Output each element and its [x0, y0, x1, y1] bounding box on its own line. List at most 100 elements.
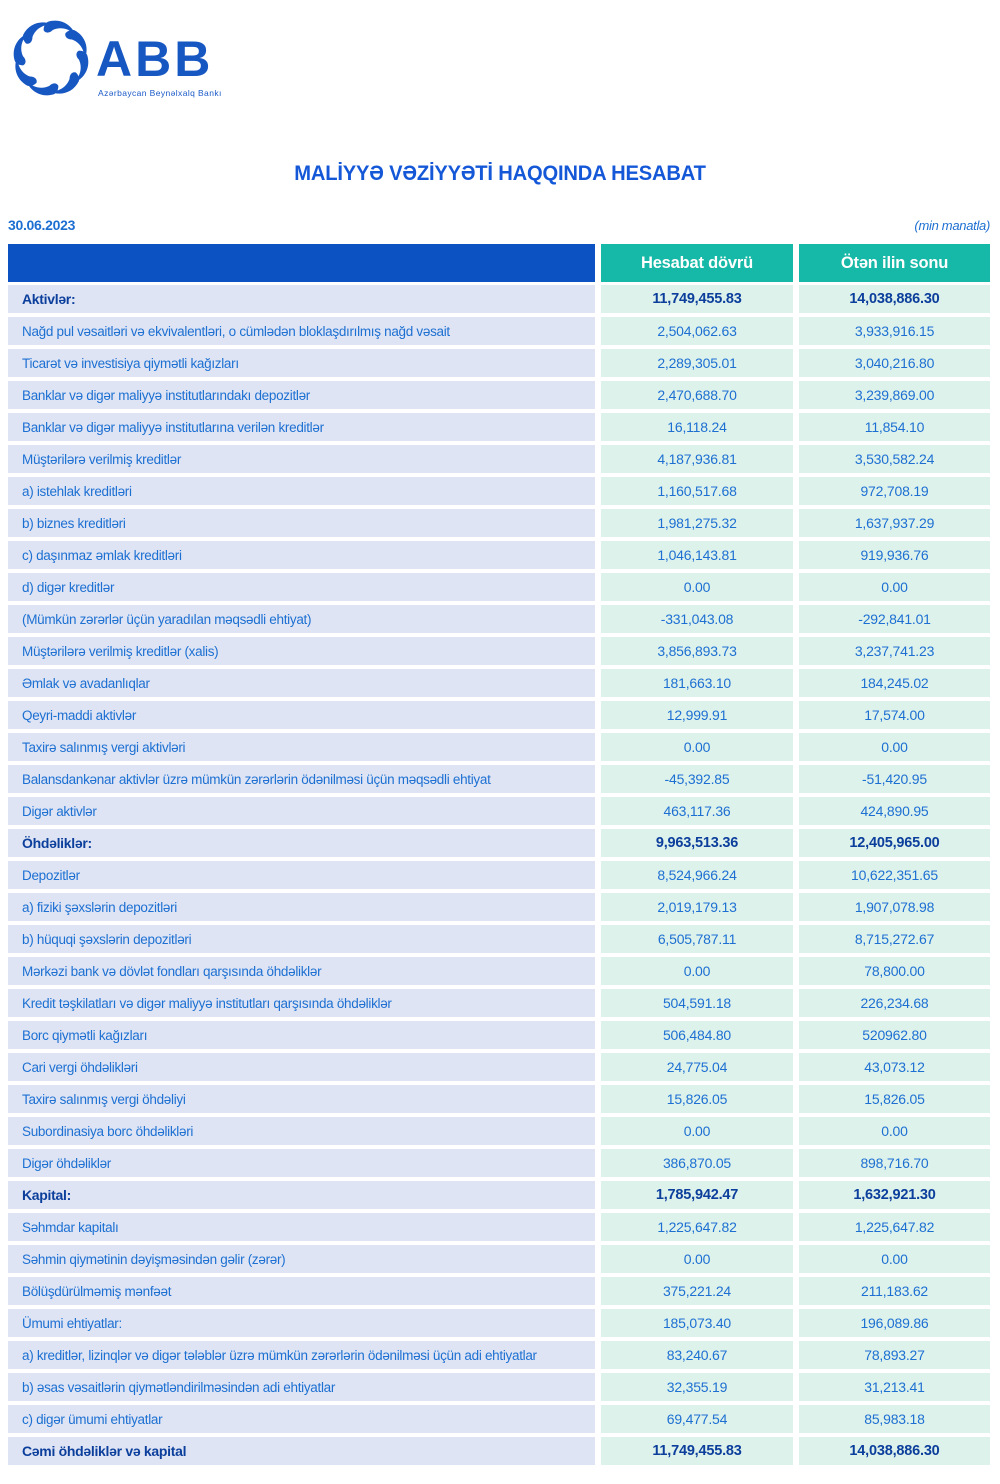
row-label: (Mümkün zərərlər üçün yaradılan məqsədli… — [8, 605, 595, 633]
row-previous-value: 78,800.00 — [799, 957, 990, 985]
row-current-value: 2,019,179.13 — [601, 893, 793, 921]
table-row: Taxirə salınmış vergi aktivləri 0.00 0.0… — [8, 733, 990, 761]
row-label: Qeyri-maddi aktivlər — [8, 701, 595, 729]
table-row: (Mümkün zərərlər üçün yaradılan məqsədli… — [8, 605, 990, 633]
table-row: b) hüquqi şəxslərin depozitləri 6,505,78… — [8, 925, 990, 953]
row-previous-value: 0.00 — [799, 733, 990, 761]
row-label: Balansdankənar aktivlər üzrə mümkün zərə… — [8, 765, 595, 793]
row-current-value: 8,524,966.24 — [601, 861, 793, 889]
row-label: c) daşınmaz əmlak kreditləri — [8, 541, 595, 569]
row-label: Kredit təşkilatları və digər maliyyə ins… — [8, 989, 595, 1017]
meta-row: 30.06.2023 (min manatla) — [8, 217, 990, 233]
row-label: Banklar və digər maliyyə institutlarında… — [8, 381, 595, 409]
table-row: d) digər kreditlər 0.00 0.00 — [8, 573, 990, 601]
row-previous-value: 3,040,216.80 — [799, 349, 990, 377]
row-previous-value: 972,708.19 — [799, 477, 990, 505]
table-row: Aktivlər: 11,749,455.83 14,038,886.30 — [8, 285, 990, 313]
row-current-value: 11,749,455.83 — [601, 1437, 793, 1465]
brand-name: ABB — [96, 31, 214, 87]
table-row: Depozitlər 8,524,966.24 10,622,351.65 — [8, 861, 990, 889]
table-row: b) biznes kreditləri 1,981,275.32 1,637,… — [8, 509, 990, 537]
table-header-row: Hesabat dövrü Ötən ilin sonu — [8, 244, 990, 282]
row-label: Taxirə salınmış vergi aktivləri — [8, 733, 595, 761]
column-header-current-period: Hesabat dövrü — [601, 244, 793, 282]
row-current-value: 0.00 — [601, 1117, 793, 1145]
row-previous-value: 3,239,869.00 — [799, 381, 990, 409]
unit-note: (min manatla) — [914, 218, 990, 233]
row-current-value: 0.00 — [601, 1245, 793, 1273]
brand-tagline: Azərbaycan Beynəlxalq Bankı — [98, 88, 222, 98]
row-previous-value: 196,089.86 — [799, 1309, 990, 1337]
row-previous-value: 12,405,965.00 — [799, 829, 990, 857]
row-previous-value: 0.00 — [799, 1117, 990, 1145]
row-previous-value: -292,841.01 — [799, 605, 990, 633]
table-row: Müştərilərə verilmiş kreditlər 4,187,936… — [8, 445, 990, 473]
row-current-value: 3,856,893.73 — [601, 637, 793, 665]
row-label: b) hüquqi şəxslərin depozitləri — [8, 925, 595, 953]
row-previous-value: 1,225,647.82 — [799, 1213, 990, 1241]
row-previous-value: 1,907,078.98 — [799, 893, 990, 921]
table-row: Kapital: 1,785,942.47 1,632,921.30 — [8, 1181, 990, 1209]
table-row: Səhmdar kapitalı 1,225,647.82 1,225,647.… — [8, 1213, 990, 1241]
table-row: Ümumi ehtiyatlar: 185,073.40 196,089.86 — [8, 1309, 990, 1337]
table-row: Banklar və digər maliyyə institutlarına … — [8, 413, 990, 441]
page-title: MALİYYƏ VƏZİYYƏTİ HAQQINDA HESABAT — [294, 162, 706, 185]
row-label: Subordinasiya borc öhdəlikləri — [8, 1117, 595, 1145]
row-current-value: 32,355.19 — [601, 1373, 793, 1401]
row-current-value: 1,046,143.81 — [601, 541, 793, 569]
row-previous-value: 31,213.41 — [799, 1373, 990, 1401]
row-previous-value: 1,637,937.29 — [799, 509, 990, 537]
table-row: Müştərilərə verilmiş kreditlər (xalis) 3… — [8, 637, 990, 665]
row-previous-value: 184,245.02 — [799, 669, 990, 697]
row-label: Borc qiymətli kağızları — [8, 1021, 595, 1049]
row-label: Müştərilərə verilmiş kreditlər (xalis) — [8, 637, 595, 665]
table-row: Öhdəliklər: 9,963,513.36 12,405,965.00 — [8, 829, 990, 857]
row-previous-value: 14,038,886.30 — [799, 1437, 990, 1465]
row-current-value: 181,663.10 — [601, 669, 793, 697]
row-label: Taxirə salınmış vergi öhdəliyi — [8, 1085, 595, 1113]
row-previous-value: 17,574.00 — [799, 701, 990, 729]
row-label: Mərkəzi bank və dövlət fondları qarşısın… — [8, 957, 595, 985]
table-row: Səhmin qiymətinin dəyişməsindən gəlir (z… — [8, 1245, 990, 1273]
row-previous-value: 8,715,272.67 — [799, 925, 990, 953]
row-current-value: 504,591.18 — [601, 989, 793, 1017]
table-row: Əmlak və avadanlıqlar 181,663.10 184,245… — [8, 669, 990, 697]
row-previous-value: 1,632,921.30 — [799, 1181, 990, 1209]
row-label: b) əsas vəsaitlərin qiymətləndirilməsind… — [8, 1373, 595, 1401]
row-label: Banklar və digər maliyyə institutlarına … — [8, 413, 595, 441]
row-label: Səhmdar kapitalı — [8, 1213, 595, 1241]
row-current-value: 11,749,455.83 — [601, 285, 793, 313]
row-label: Cari vergi öhdəlikləri — [8, 1053, 595, 1081]
table-row: Borc qiymətli kağızları 506,484.80 52096… — [8, 1021, 990, 1049]
row-label: Əmlak və avadanlıqlar — [8, 669, 595, 697]
logo-text: ABB Azərbaycan Beynəlxalq Bankı — [96, 34, 222, 98]
row-label: a) kreditlər, lizinqlər və digər tələblə… — [8, 1341, 595, 1369]
table-row: a) kreditlər, lizinqlər və digər tələblə… — [8, 1341, 990, 1369]
row-label: Kapital: — [8, 1181, 595, 1209]
row-current-value: 1,160,517.68 — [601, 477, 793, 505]
row-label: d) digər kreditlər — [8, 573, 595, 601]
row-current-value: 2,504,062.63 — [601, 317, 793, 345]
row-current-value: 1,981,275.32 — [601, 509, 793, 537]
row-current-value: 0.00 — [601, 573, 793, 601]
row-current-value: 69,477.54 — [601, 1405, 793, 1433]
row-previous-value: 43,073.12 — [799, 1053, 990, 1081]
row-current-value: 386,870.05 — [601, 1149, 793, 1177]
row-label: a) fiziki şəxslərin depozitləri — [8, 893, 595, 921]
row-current-value: 1,225,647.82 — [601, 1213, 793, 1241]
table-row: c) daşınmaz əmlak kreditləri 1,046,143.8… — [8, 541, 990, 569]
row-label: c) digər ümumi ehtiyatlar — [8, 1405, 595, 1433]
row-current-value: 15,826.05 — [601, 1085, 793, 1113]
row-current-value: -331,043.08 — [601, 605, 793, 633]
table-row: Taxirə salınmış vergi öhdəliyi 15,826.05… — [8, 1085, 990, 1113]
row-current-value: 24,775.04 — [601, 1053, 793, 1081]
table-row: Mərkəzi bank və dövlət fondları qarşısın… — [8, 957, 990, 985]
row-previous-value: 15,826.05 — [799, 1085, 990, 1113]
report-date: 30.06.2023 — [8, 217, 76, 233]
table-row: Cəmi öhdəliklər və kapital 11,749,455.83… — [8, 1437, 990, 1465]
row-previous-value: 3,530,582.24 — [799, 445, 990, 473]
row-label: Digər aktivlər — [8, 797, 595, 825]
row-current-value: 2,470,688.70 — [601, 381, 793, 409]
row-label: a) istehlak kreditləri — [8, 477, 595, 505]
